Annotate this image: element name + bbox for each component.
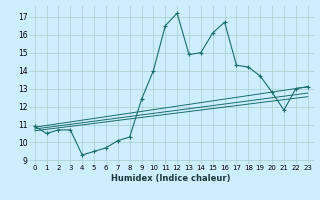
X-axis label: Humidex (Indice chaleur): Humidex (Indice chaleur) bbox=[111, 174, 231, 183]
